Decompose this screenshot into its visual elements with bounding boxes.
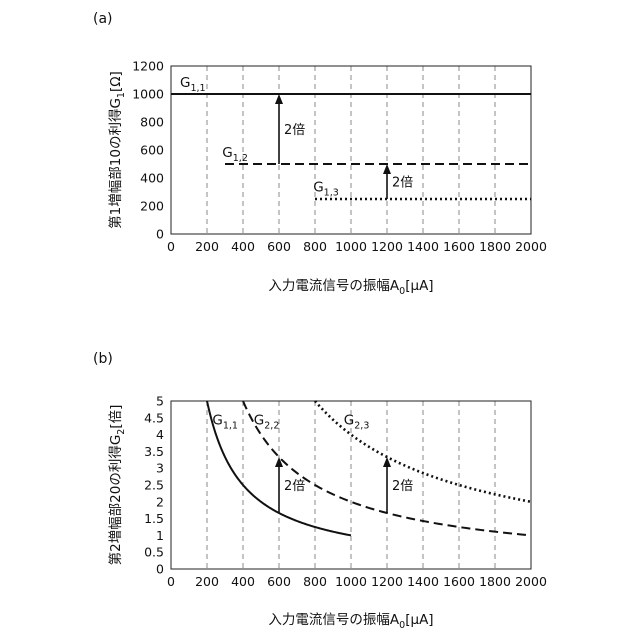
y-tick-label: 600 [140, 143, 164, 158]
y-tick-label: 800 [140, 115, 164, 130]
arrow-label-2: 2倍 [392, 479, 413, 494]
arrow-head-2 [383, 164, 391, 174]
x-tick-label: 1400 [407, 574, 439, 589]
y-tick-label: 3 [156, 461, 164, 476]
chart-b-y-axis-label: 第2増幅部20の利得G2[倍] [107, 405, 127, 566]
y-tick-label: 1200 [132, 59, 164, 74]
y-tick-label: 3.5 [144, 444, 164, 459]
x-tick-label: 400 [231, 574, 255, 589]
series-label-1: G1,1 [212, 413, 238, 432]
x-tick-label: 600 [267, 239, 291, 254]
chart-b-x-axis-label: 入力電流信号の振幅A0[μA] [268, 612, 433, 631]
y-tick-label: 400 [140, 171, 164, 186]
chart-a: (a) 0 200 400 600 800 1000 1200 1400 1600 1800 200… [93, 11, 547, 297]
x-tick-label: 200 [195, 239, 219, 254]
x-tick-label: 1200 [371, 239, 403, 254]
x-tick-label: 1600 [443, 574, 475, 589]
x-tick-label: 800 [303, 574, 327, 589]
arrow-label-1: 2倍 [284, 123, 305, 138]
y-tick-label: 2 [156, 494, 164, 509]
chart-a-x-axis-label: 入力電流信号の振幅A0[μA] [268, 278, 433, 297]
chart-a-y-axis-label: 第1増幅部10の利得G1[Ω] [107, 71, 127, 229]
arrow-label-1: 2倍 [284, 479, 305, 494]
x-tick-label: 1800 [479, 239, 511, 254]
chart-b-series: G1,1G2,2G2,3 [207, 401, 531, 535]
x-tick-label: 2000 [515, 574, 547, 589]
x-tick-label: 1000 [335, 574, 367, 589]
series-label-2: G1,2 [222, 145, 248, 164]
x-tick-label: 1200 [371, 574, 403, 589]
y-tick-label: 0.5 [144, 545, 164, 560]
x-tick-label: 2000 [515, 239, 547, 254]
y-tick-label: 0 [156, 562, 164, 577]
y-tick-label: 5 [156, 394, 164, 409]
x-tick-label: 800 [303, 239, 327, 254]
chart-a-xticks: 0 200 400 600 800 1000 1200 1400 1600 1800 2000 [167, 239, 547, 254]
x-tick-label: 400 [231, 239, 255, 254]
y-tick-label: 1 [156, 528, 164, 543]
chart-b: (b) 020040060080010001200140016001800200… [93, 351, 547, 631]
y-tick-label: 200 [140, 199, 164, 214]
x-tick-label: 1800 [479, 574, 511, 589]
chart-a-annotations: 2倍 2倍 [275, 94, 413, 199]
x-tick-label: 1000 [335, 239, 367, 254]
x-tick-label: 1400 [407, 239, 439, 254]
x-tick-label: 200 [195, 574, 219, 589]
y-tick-label: 1000 [132, 87, 164, 102]
x-tick-label: 0 [167, 574, 175, 589]
y-tick-label: 2.5 [144, 478, 164, 493]
arrow-head-1 [275, 457, 283, 467]
x-tick-label: 600 [267, 574, 291, 589]
arrow-label-2: 2倍 [392, 176, 413, 191]
chart-b-xticks: 0 200 400 600 800 1000 1200 1400 1600 1800 2000 [167, 574, 547, 589]
panel-a-label: (a) [93, 11, 113, 27]
chart-a-yticks: 0 200 400 600 800 1000 1200 [132, 59, 164, 242]
series-label-3: G1,3 [313, 179, 339, 198]
chart-a-series: G1,1 G1,2 G1,3 [171, 75, 531, 199]
panel-b-label: (b) [93, 351, 113, 367]
y-tick-label: 0 [156, 227, 164, 242]
figure-canvas: (a) 020040060080010001200140016001800200… [0, 0, 640, 640]
arrow-head-1 [275, 94, 283, 104]
chart-b-annotations: 2倍 2倍 [275, 457, 413, 513]
x-tick-label: 0 [167, 239, 175, 254]
chart-a-grid [207, 66, 495, 234]
arrow-head-2 [383, 457, 391, 467]
series-label-1: G1,1 [180, 75, 206, 94]
chart-b-yticks: 0 0.5 1 1.5 22.5 3 3.5 4 4.55 [144, 394, 164, 577]
x-tick-label: 1600 [443, 239, 475, 254]
y-tick-label: 1.5 [144, 511, 164, 526]
y-tick-label: 4.5 [144, 410, 164, 425]
series-label-3: G2,3 [344, 413, 370, 432]
y-tick-label: 4 [156, 427, 164, 442]
